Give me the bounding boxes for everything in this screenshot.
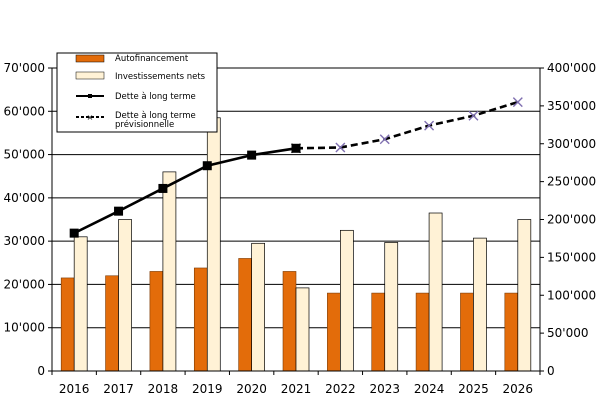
point-dette-prev-2024 xyxy=(424,120,435,131)
bar-autofinancement-2018 xyxy=(149,271,164,372)
x-tick-label: 2020 xyxy=(236,382,267,396)
point-dette-prev-2021 xyxy=(291,143,301,154)
y-right-tick-label: 300'000 xyxy=(547,137,596,151)
y-left-tick-label: 70'000 xyxy=(4,61,45,75)
axes xyxy=(48,67,544,375)
line-dette-previsionnelle xyxy=(295,100,519,150)
y-left-tick-label: 40'000 xyxy=(4,191,45,205)
bar-autofinancement-2025 xyxy=(460,292,474,372)
bars xyxy=(60,117,532,372)
bar-investissements-2017 xyxy=(118,219,132,372)
bar-investissements-2025 xyxy=(473,237,487,372)
bar-autofinancement-2026 xyxy=(504,292,519,372)
y-right-tick-label: 200'000 xyxy=(547,213,596,227)
y-left-tick-label: 10'000 xyxy=(4,321,45,335)
legend-label-autofinancement: Autofinancement xyxy=(115,54,189,64)
legend-marker-dette-prev: × xyxy=(87,113,94,122)
bar-investissements-2024 xyxy=(428,212,443,372)
point-dette-2020 xyxy=(247,150,257,160)
bar-investissements-2021 xyxy=(295,287,310,372)
legend-label-investissements: Investissements nets xyxy=(115,72,206,82)
point-dette-prev-2022 xyxy=(335,142,346,153)
debt-lines xyxy=(69,97,523,238)
point-dette-2017 xyxy=(114,206,124,216)
bar-autofinancement-2016 xyxy=(60,277,75,372)
legend-label-dette-prev-1: Dette à long terme xyxy=(115,111,196,121)
line-dette-long-terme xyxy=(73,147,297,235)
legend-label-dette-prev-2: prévisionnelle xyxy=(115,119,174,130)
point-dette-prev-2023 xyxy=(379,134,390,145)
y-left-tick-label: 60'000 xyxy=(4,104,45,118)
x-tick-label: 2019 xyxy=(192,382,223,396)
x-tick-label: 2018 xyxy=(148,382,179,396)
bar-autofinancement-2023 xyxy=(371,292,386,372)
x-tick-label: 2025 xyxy=(458,382,489,396)
y-right-tick-label: 50'000 xyxy=(547,326,588,340)
bar-investissements-2016 xyxy=(73,236,88,372)
y-left-tick-label: 20'000 xyxy=(4,277,45,291)
tick-labels: 0 10'000 20'000 30'000 40'000 50'000 60'000 70'… xyxy=(4,61,597,396)
y-right-tick-label: 350'000 xyxy=(547,99,596,113)
legend: Autofinancement Investissements nets Det… xyxy=(56,52,218,133)
y-left-tick-label: 0 xyxy=(37,364,45,378)
x-tick-label: 2017 xyxy=(103,382,134,396)
y-right-tick-label: 250'000 xyxy=(547,175,596,189)
y-right-tick-label: 400'000 xyxy=(547,61,596,75)
bar-investissements-2020 xyxy=(251,242,265,372)
y-right-tick-label: 0 xyxy=(547,364,555,378)
x-tick-label: 2026 xyxy=(503,382,534,396)
y-left-tick-label: 50'000 xyxy=(4,148,45,162)
legend-box xyxy=(56,52,218,133)
legend-swatch-autofinancement xyxy=(75,54,105,63)
point-dette-2018 xyxy=(158,183,168,193)
x-tick-label: 2021 xyxy=(281,382,312,396)
bar-investissements-2022 xyxy=(340,229,354,372)
bar-investissements-2023 xyxy=(384,242,399,372)
bar-autofinancement-2024 xyxy=(415,292,430,372)
y-left-tick-label: 30'000 xyxy=(4,234,45,248)
bar-autofinancement-2019 xyxy=(193,267,208,372)
point-dette-prev-2026 xyxy=(512,97,523,108)
x-tick-label: 2016 xyxy=(59,382,90,396)
legend-marker-dette xyxy=(88,94,92,98)
y-right-tick-label: 150'000 xyxy=(547,250,596,264)
bar-autofinancement-2021 xyxy=(282,271,297,372)
x-tick-label: 2024 xyxy=(414,382,445,396)
legend-swatch-investissements xyxy=(75,71,105,80)
point-dette-2016 xyxy=(69,228,79,238)
bar-investissements-2018 xyxy=(162,171,177,372)
bar-autofinancement-2022 xyxy=(327,292,341,372)
bar-autofinancement-2017 xyxy=(105,275,119,372)
point-dette-prev-2025 xyxy=(468,110,479,121)
bar-investissements-2019 xyxy=(206,117,221,372)
legend-label-dette: Dette à long terme xyxy=(115,92,196,102)
point-dette-2019 xyxy=(202,161,212,171)
x-tick-label: 2023 xyxy=(369,382,400,396)
x-tick-label: 2022 xyxy=(325,382,356,396)
bar-autofinancement-2020 xyxy=(238,258,252,372)
y-right-tick-label: 100'000 xyxy=(547,288,596,302)
bar-investissements-2026 xyxy=(517,219,532,372)
